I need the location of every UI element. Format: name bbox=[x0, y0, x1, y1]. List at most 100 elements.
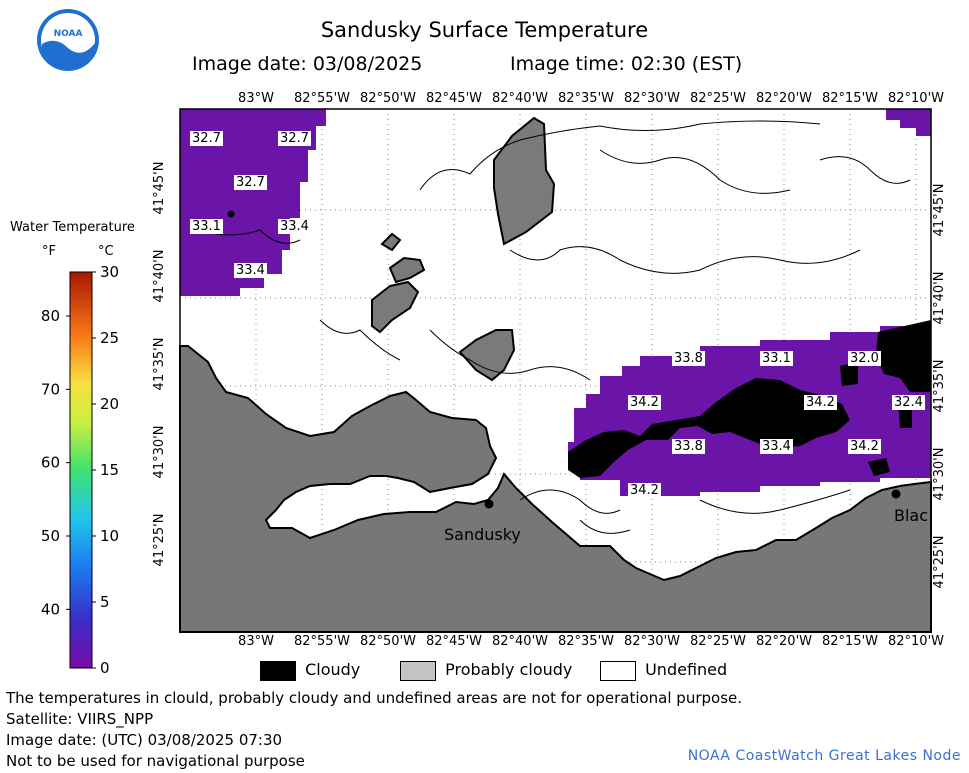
temperature-label: 34.2 bbox=[804, 395, 837, 410]
temperature-label: 33.8 bbox=[672, 439, 705, 454]
fahrenheit-tick: 80 bbox=[41, 307, 60, 325]
top-lon-label: 82°10'W bbox=[887, 91, 944, 106]
footer-credit: NOAA CoastWatch Great Lakes Node bbox=[687, 748, 961, 764]
legend-probably-cloudy: Probably cloudy bbox=[400, 660, 572, 681]
bottom-lon-label: 82°55'W bbox=[293, 634, 350, 649]
temperature-label: 33.1 bbox=[760, 351, 793, 366]
image-time: Image time: 02:30 (EST) bbox=[510, 53, 743, 75]
top-lon-label: 82°20'W bbox=[755, 91, 812, 106]
left-lat-label: 41°30'N bbox=[152, 425, 167, 479]
footer-satellite: Satellite: VIIRS_NPP bbox=[6, 710, 154, 728]
celsius-tick: 30 bbox=[100, 263, 119, 281]
left-lat-label: 41°35'N bbox=[152, 337, 167, 391]
cloudy-east-main bbox=[568, 378, 850, 478]
map-frame bbox=[179, 108, 932, 633]
legend-cloudy: Cloudy bbox=[260, 660, 360, 681]
temperature-label: 34.2 bbox=[628, 395, 661, 410]
right-lat-label: 41°25'N bbox=[932, 535, 947, 589]
celsius-tick: 15 bbox=[100, 461, 119, 479]
logo-text: NOAA bbox=[54, 29, 83, 39]
top-lon-label: 82°15'W bbox=[821, 91, 878, 106]
top-lon-label: 82°50'W bbox=[359, 91, 416, 106]
cloudy-east-corner bbox=[876, 320, 931, 392]
top-lon-label: 82°40'W bbox=[491, 91, 548, 106]
temperature-label: 32.0 bbox=[848, 351, 881, 366]
celsius-tick: 10 bbox=[100, 527, 119, 545]
unit-celsius: °C bbox=[98, 244, 114, 259]
bottom-lon-label: 82°10'W bbox=[887, 634, 944, 649]
temperature-label: 32.7 bbox=[190, 131, 223, 146]
temperature-label: 33.1 bbox=[190, 219, 223, 234]
temperature-label: 33.8 bbox=[672, 351, 705, 366]
top-lon-label: 82°35'W bbox=[557, 91, 614, 106]
colorbar-title: Water Temperature bbox=[10, 220, 135, 235]
map-title: Sandusky Surface Temperature bbox=[320, 18, 649, 42]
right-lat-label: 41°45'N bbox=[932, 183, 947, 237]
footer-disclaimer: The temperatures in clould, probably clo… bbox=[6, 689, 743, 707]
legend-undefined: Undefined bbox=[600, 660, 727, 681]
left-lat-label: 41°45'N bbox=[152, 161, 167, 215]
top-lon-label: 82°45'W bbox=[425, 91, 482, 106]
celsius-tick: 25 bbox=[100, 329, 119, 347]
map-grid bbox=[180, 109, 931, 632]
fahrenheit-tick: 50 bbox=[41, 527, 60, 545]
temperature-label: 33.4 bbox=[760, 439, 793, 454]
celsius-tick: 5 bbox=[100, 593, 110, 611]
legend-undefined-label: Undefined bbox=[645, 660, 728, 679]
fahrenheit-tick: 70 bbox=[41, 380, 60, 398]
right-lat-label: 41°30'N bbox=[932, 447, 947, 501]
bottom-lon-label: 82°45'W bbox=[425, 634, 482, 649]
top-lon-label: 82°55'W bbox=[293, 91, 350, 106]
land-shore bbox=[179, 345, 932, 633]
dot-east bbox=[891, 489, 901, 499]
place-sandusky: Sandusky bbox=[444, 525, 521, 544]
temperature-label: 33.4 bbox=[278, 219, 311, 234]
top-lon-label: 83°W bbox=[238, 91, 274, 106]
dot-west bbox=[227, 210, 235, 218]
colorbar-gradient bbox=[69, 271, 93, 669]
cloudy-east-speck bbox=[868, 458, 890, 476]
island-bass-south bbox=[371, 280, 420, 334]
unit-fahrenheit: °F bbox=[42, 244, 56, 259]
temperature-label: 34.2 bbox=[628, 483, 661, 498]
bottom-lon-label: 83°W bbox=[238, 634, 274, 649]
bottom-lon-label: 82°30'W bbox=[623, 634, 680, 649]
island-south-bass bbox=[458, 329, 516, 382]
footer-utc-date: Image date: (UTC) 03/08/2025 07:30 bbox=[6, 731, 283, 749]
temperature-label: 32.7 bbox=[234, 175, 267, 190]
island-bass-north bbox=[380, 232, 402, 252]
bottom-lon-label: 82°35'W bbox=[557, 634, 614, 649]
temperature-label: 34.2 bbox=[848, 439, 881, 454]
legend-cloudy-label: Cloudy bbox=[305, 660, 361, 679]
contours bbox=[199, 120, 911, 534]
temperature-label: 32.4 bbox=[892, 395, 925, 410]
right-lat-label: 41°40'N bbox=[932, 271, 947, 325]
bottom-lon-label: 82°20'W bbox=[755, 634, 812, 649]
top-lon-label: 82°25'W bbox=[689, 91, 746, 106]
left-lat-label: 41°25'N bbox=[152, 513, 167, 567]
footer-nav-warning: Not to be used for navigational purpose bbox=[6, 752, 305, 770]
left-lat-label: 41°40'N bbox=[152, 249, 167, 303]
fahrenheit-tick: 60 bbox=[41, 454, 60, 472]
right-lat-label: 41°35'N bbox=[932, 359, 947, 413]
island-kelleys bbox=[493, 116, 556, 246]
legend-probably-cloudy-swatch bbox=[400, 660, 436, 681]
map-background bbox=[180, 109, 931, 632]
bottom-lon-label: 82°50'W bbox=[359, 634, 416, 649]
temperature-label: 32.7 bbox=[278, 131, 311, 146]
legend-undefined-swatch bbox=[600, 660, 636, 681]
island-bass-middle bbox=[388, 256, 426, 284]
bottom-lon-label: 82°25'W bbox=[689, 634, 746, 649]
fahrenheit-tick: 40 bbox=[41, 600, 60, 618]
dot-sandusky bbox=[484, 499, 494, 509]
legend-cloudy-swatch bbox=[260, 660, 296, 681]
top-lon-label: 82°30'W bbox=[623, 91, 680, 106]
place-east: Blac bbox=[894, 506, 929, 525]
bottom-lon-label: 82°15'W bbox=[821, 634, 878, 649]
water-ne bbox=[886, 109, 931, 136]
celsius-tick: 20 bbox=[100, 395, 119, 413]
celsius-ticks: 30 25 20 15 10 5 0 bbox=[92, 263, 119, 677]
image-date: Image date: 03/08/2025 bbox=[192, 53, 423, 75]
temperature-label: 33.4 bbox=[234, 263, 267, 278]
